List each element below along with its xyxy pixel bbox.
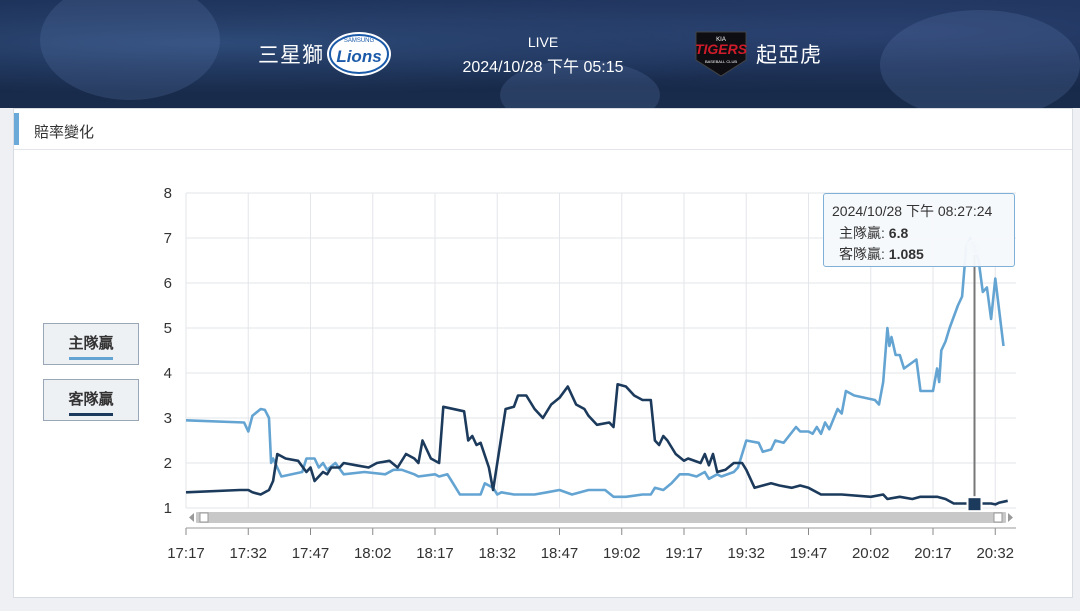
- chart-tooltip: 2024/10/28 下午 08:27:24 主隊贏: 6.8 客隊贏: 1.0…: [823, 193, 1015, 267]
- match-datetime: 2024/10/28 下午 05:15: [462, 59, 624, 76]
- svg-text:TIGERS: TIGERS: [695, 41, 748, 57]
- home-team[interactable]: 三星獅 SAMSUNG Lions: [258, 0, 394, 108]
- legend-home-button[interactable]: 主隊贏: [43, 323, 139, 365]
- svg-text:Lions: Lions: [336, 47, 381, 66]
- lions-logo: SAMSUNG Lions: [324, 24, 394, 84]
- match-header-banner: 三星獅 SAMSUNG Lions LIVE 2024/10/28 下午 05:…: [0, 0, 1080, 108]
- svg-text:KIA: KIA: [716, 37, 726, 43]
- svg-text:SAMSUNG: SAMSUNG: [344, 38, 375, 44]
- tooltip-home-label: 主隊贏:: [839, 225, 885, 241]
- svg-text:BASEBALL CLUB: BASEBALL CLUB: [705, 59, 737, 64]
- legend-home-label: 主隊贏: [68, 334, 114, 352]
- legend-away-button[interactable]: 客隊贏: [43, 379, 139, 421]
- home-team-name: 三星獅: [258, 43, 324, 67]
- legend-home-swatch: [69, 357, 113, 360]
- section-header: 賠率變化: [14, 109, 1072, 150]
- odds-panel: 賠率變化: [13, 108, 1073, 598]
- tooltip-time: 2024/10/28 下午 08:27:24: [832, 203, 993, 219]
- live-label: LIVE: [527, 34, 559, 50]
- tooltip-home-value: 6.8: [888, 225, 909, 241]
- away-team[interactable]: KIA TIGERS BASEBALL CLUB 起亞虎: [686, 0, 822, 108]
- legend-away-swatch: [69, 413, 113, 416]
- tooltip-away-label: 客隊贏:: [839, 246, 885, 262]
- banner-crowd-shape: [40, 0, 220, 100]
- banner-crowd-shape: [500, 60, 660, 108]
- away-team-name: 起亞虎: [756, 43, 822, 67]
- banner-crowd-shape: [880, 10, 1080, 108]
- tigers-logo: KIA TIGERS BASEBALL CLUB: [686, 24, 756, 84]
- match-status: LIVE 2024/10/28 下午 05:15: [430, 34, 656, 77]
- tooltip-away-value: 1.085: [888, 246, 924, 262]
- section-accent-bar: [14, 113, 19, 145]
- section-title: 賠率變化: [34, 123, 95, 141]
- legend-away-label: 客隊贏: [68, 390, 114, 408]
